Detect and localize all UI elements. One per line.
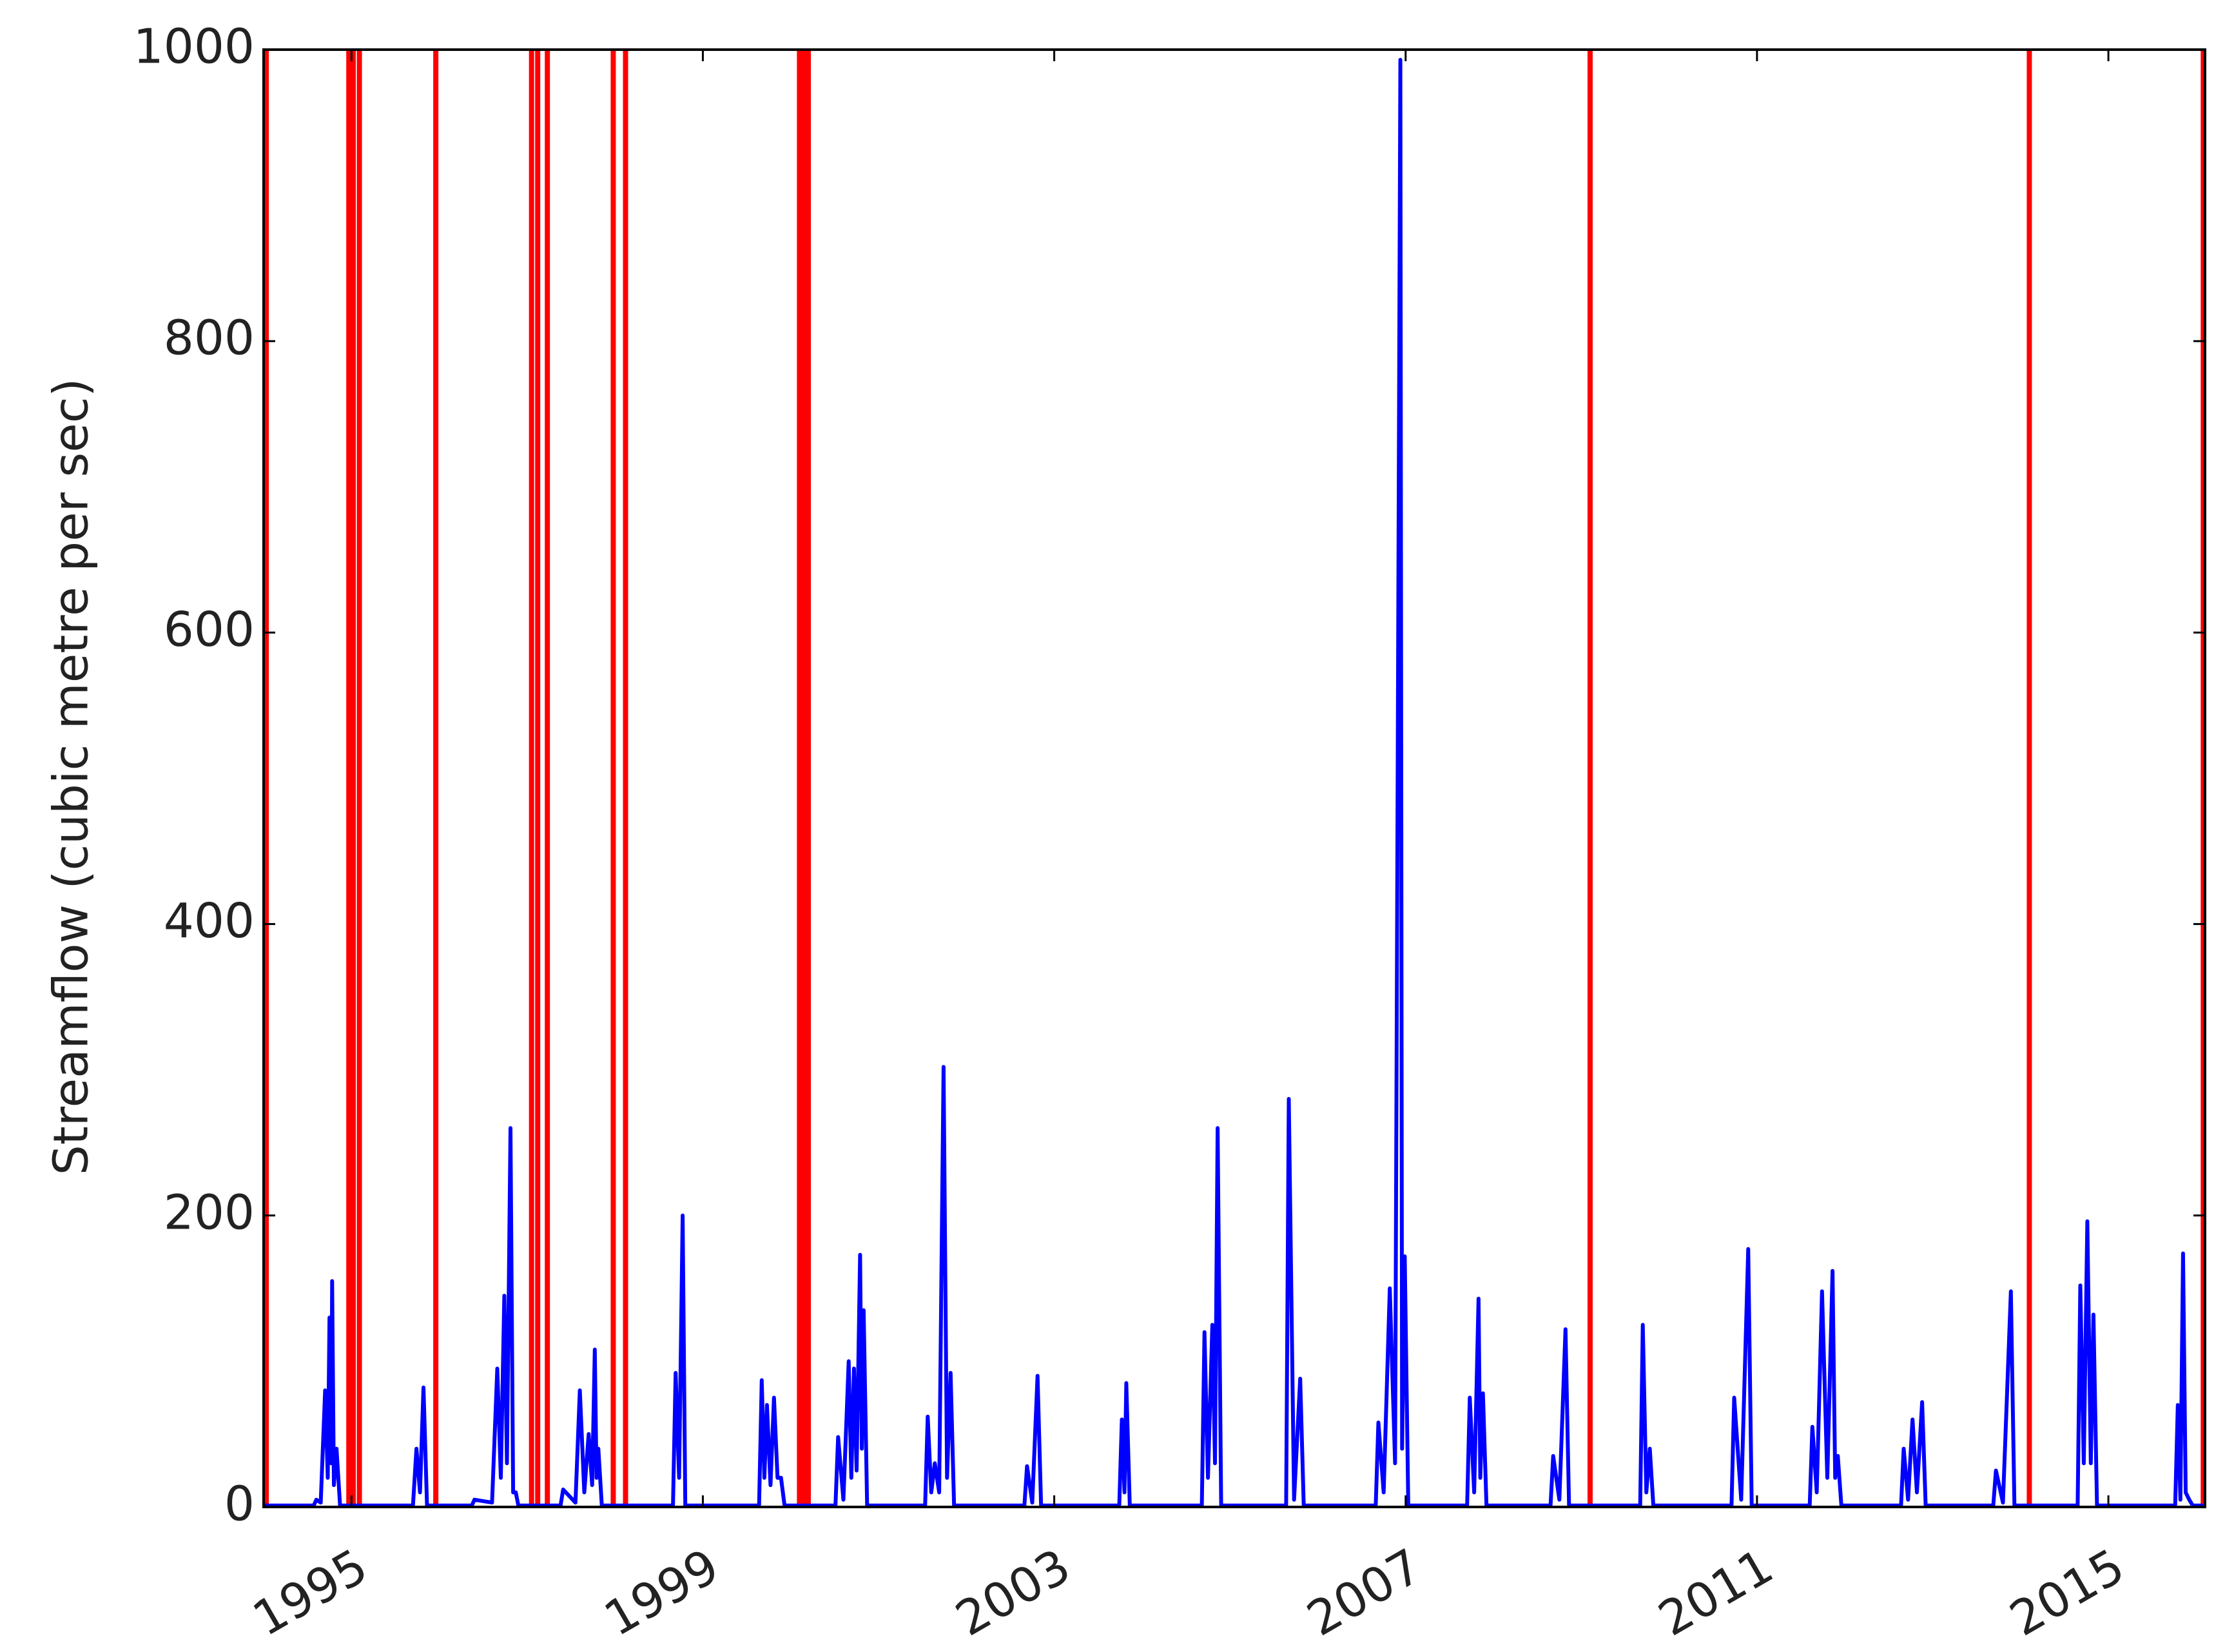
x-tick-label: 2007 (1298, 1539, 1431, 1647)
y-tick-label: 600 (164, 602, 255, 657)
y-axis-label: Streamflow (cubic metre per sec) (44, 378, 99, 1175)
x-tick-label: 2003 (947, 1539, 1080, 1647)
y-tick-label: 200 (164, 1185, 255, 1240)
plot-frame (262, 48, 2206, 1508)
x-tick-label: 1995 (244, 1539, 376, 1647)
series-line (264, 57, 2204, 1508)
y-tick-label: 400 (164, 893, 255, 949)
y-tick-label: 800 (164, 311, 255, 366)
y-tick-label: 1000 (133, 19, 255, 75)
x-tick-label: 2011 (1649, 1539, 1782, 1647)
x-tick-label: 2015 (2001, 1539, 2133, 1647)
y-tick-label: 0 (224, 1477, 255, 1532)
x-tick-label: 1999 (596, 1539, 728, 1647)
